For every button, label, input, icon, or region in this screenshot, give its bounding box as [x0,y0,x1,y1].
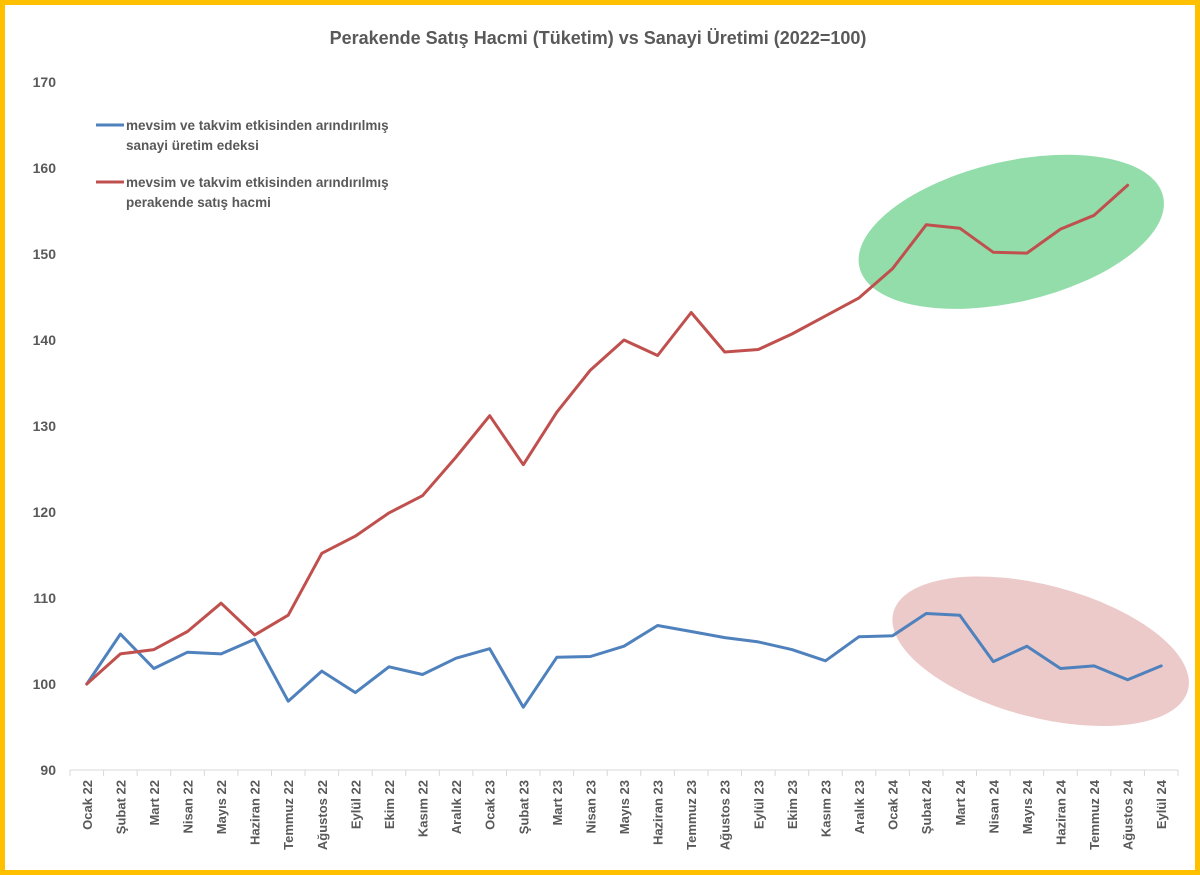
x-tick-label: Temmuz 23 [684,780,699,850]
y-tick-label: 110 [33,590,56,606]
x-tick-label: Eylül 22 [348,780,363,829]
x-tick-label: Ocak 22 [80,780,95,830]
x-tick-label: Mayıs 22 [214,780,229,834]
legend-label: sanayi üretim edeksi [126,138,259,153]
x-tick-label: Haziran 23 [651,780,666,845]
y-tick-label: 130 [33,418,57,434]
x-tick-label: Nisan 22 [181,780,196,833]
y-tick-label: 140 [33,332,57,348]
y-tick-label: 160 [33,160,57,176]
y-tick-label: 150 [33,246,57,262]
x-tick-label: Aralık 23 [852,780,867,834]
highlight-ellipse [858,154,1164,309]
x-tick-label: Eylül 23 [751,780,766,829]
x-tick-label: Mart 22 [147,780,162,826]
x-tick-label: Haziran 24 [1053,779,1068,845]
y-tick-label: 120 [33,504,57,520]
x-tick-label: Şubat 24 [919,779,934,834]
x-tick-label: Ağustos 22 [315,780,330,850]
x-tick-label: Ekim 22 [382,780,397,829]
series-line-perakende-satis [85,183,1130,686]
highlight-ellipse [892,576,1189,727]
x-tick-label: Ocak 24 [886,779,901,830]
x-tick-label: Ağustos 24 [1121,779,1136,850]
x-tick-label: Nisan 23 [583,780,598,833]
y-tick-label: 170 [33,74,57,90]
x-tick-label: Ocak 23 [483,780,498,830]
x-tick-label: Ekim 23 [785,780,800,829]
series-line-sanayi-uretim [85,612,1163,709]
x-tick-label: Temmuz 24 [1087,779,1102,850]
x-tick-label: Mayıs 23 [617,780,632,834]
legend-label: perakende satış hacmi [126,195,271,210]
x-tick-label: Haziran 22 [248,780,263,845]
x-tick-label: Ağustos 23 [718,780,733,850]
legend-label: mevsim ve takvim etkisinden arındırılmış [126,118,389,133]
chart-title: Perakende Satış Hacmi (Tüketim) vs Sanay… [330,28,867,48]
x-tick-label: Eylül 24 [1154,779,1169,829]
x-tick-label: Mart 23 [550,780,565,826]
x-tick-label: Nisan 24 [986,779,1001,833]
x-tick-label: Kasım 22 [416,780,431,837]
y-tick-label: 90 [40,762,56,778]
x-tick-label: Aralık 22 [449,780,464,834]
x-tick-label: Kasım 23 [818,780,833,837]
x-tick-label: Mayıs 24 [1020,779,1035,834]
x-tick-label: Şubat 23 [516,780,531,834]
x-tick-label: Şubat 22 [113,780,128,834]
y-tick-label: 100 [33,676,57,692]
x-tick-label: Mart 24 [953,779,968,825]
legend-label: mevsim ve takvim etkisinden arındırılmış [126,175,389,190]
x-tick-label: Temmuz 22 [281,780,296,850]
